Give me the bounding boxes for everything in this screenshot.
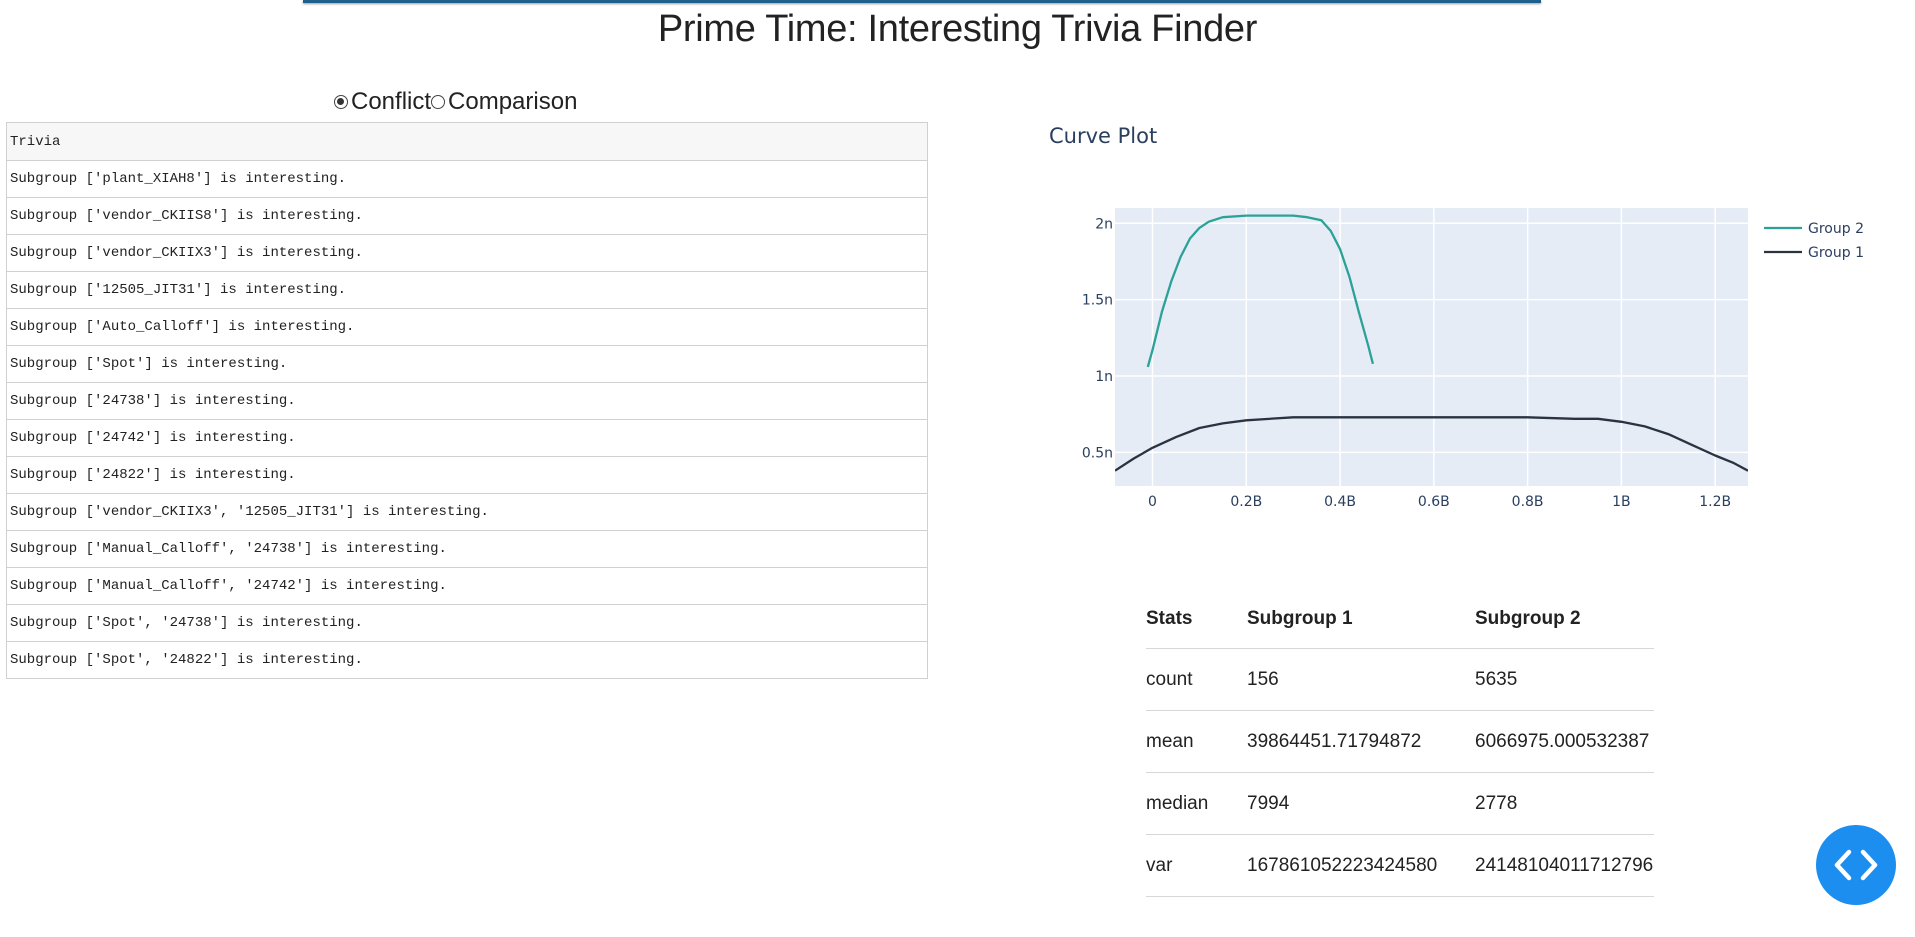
legend-item[interactable]: Group 2 — [1764, 221, 1864, 237]
plot-background[interactable] — [1115, 208, 1748, 486]
trivia-table-body: Subgroup ['plant_XIAH8'] is interesting.… — [6, 160, 928, 679]
stat-value-cell: 6066975.000532387 — [1475, 710, 1654, 773]
x-tick-label: 0.4B — [1324, 494, 1356, 510]
trivia-cell[interactable]: Subgroup ['vendor_CKIIX3'] is interestin… — [6, 234, 928, 272]
x-tick-label: 0.6B — [1418, 494, 1450, 510]
trivia-cell[interactable]: Subgroup ['Auto_Calloff'] is interesting… — [6, 308, 928, 346]
stat-name-cell: count — [1146, 648, 1247, 711]
trivia-row: Subgroup ['24822'] is interesting. — [6, 456, 928, 494]
trivia-cell[interactable]: Subgroup ['Manual_Calloff', '24742'] is … — [6, 567, 928, 605]
stat-value-cell: 7994 — [1247, 772, 1475, 835]
stat-value-cell: 167861052223424580 — [1247, 834, 1475, 897]
trivia-cell[interactable]: Subgroup ['plant_XIAH8'] is interesting. — [6, 160, 928, 198]
trivia-row: Subgroup ['vendor_CKIIS8'] is interestin… — [6, 197, 928, 235]
trivia-cell[interactable]: Subgroup ['Spot', '24738'] is interestin… — [6, 604, 928, 642]
trivia-row: Subgroup ['Spot', '24822'] is interestin… — [6, 641, 928, 679]
trivia-cell[interactable]: Subgroup ['vendor_CKIIS8'] is interestin… — [6, 197, 928, 235]
stats-row-median: median 7994 2778 — [1146, 772, 1654, 835]
legend-label: Group 1 — [1808, 245, 1864, 261]
stats-header-subgroup-2: Subgroup 2 — [1475, 590, 1654, 649]
radio-comparison-label: Comparison — [448, 88, 578, 115]
legend-label: Group 2 — [1808, 221, 1864, 237]
axis-ticks: 0 0.2B 0.4B 0.6B 0.8B 1B 1.2B 0.5n 1n 1.5n 2n — [1082, 216, 1731, 510]
trivia-header-row: Trivia — [6, 122, 928, 161]
stats-row-mean: mean 39864451.71794872 6066975.000532387 — [1146, 710, 1654, 773]
trivia-cell[interactable]: Subgroup ['Manual_Calloff', '24738'] is … — [6, 530, 928, 568]
y-tick-label: 1n — [1095, 369, 1113, 385]
stat-name-cell: var — [1146, 834, 1247, 897]
trivia-row: Subgroup ['vendor_CKIIX3'] is interestin… — [6, 234, 928, 272]
trivia-row: Subgroup ['Manual_Calloff', '24742'] is … — [6, 567, 928, 605]
stats-header-row: Stats Subgroup 1 Subgroup 2 — [1146, 590, 1654, 649]
trivia-row: Subgroup ['12505_JIT31'] is interesting. — [6, 271, 928, 309]
code-toggle-button[interactable] — [1816, 825, 1896, 905]
radio-comparison-indicator[interactable] — [431, 95, 446, 109]
top-accent-bar — [303, 0, 1541, 3]
radio-conflict[interactable]: Conflict — [334, 88, 431, 116]
trivia-cell[interactable]: Subgroup ['24742'] is interesting. — [6, 419, 928, 457]
trivia-row: Subgroup ['24742'] is interesting. — [6, 419, 928, 457]
series-line-group-1[interactable] — [1115, 416, 1748, 472]
trivia-cell[interactable]: Subgroup ['Spot'] is interesting. — [6, 345, 928, 383]
legend-item[interactable]: Group 1 — [1764, 245, 1864, 261]
trivia-row: Subgroup ['plant_XIAH8'] is interesting. — [6, 160, 928, 198]
chart-legend: Group 2 Group 1 — [1764, 221, 1864, 261]
trivia-row: Subgroup ['Spot'] is interesting. — [6, 345, 928, 383]
stats-row-count: count 156 5635 — [1146, 648, 1654, 711]
series-lines — [1115, 214, 1748, 472]
radio-conflict-label: Conflict — [351, 88, 432, 115]
series-line-group-2[interactable] — [1146, 214, 1375, 368]
stats-table-body: count 156 5635 mean 39864451.71794872 6066975… — [1146, 648, 1654, 897]
trivia-row: Subgroup ['Auto_Calloff'] is interesting… — [6, 308, 928, 346]
stat-value-cell: 24148104011712796 — [1475, 834, 1654, 897]
trivia-cell[interactable]: Subgroup ['Spot', '24822'] is interestin… — [6, 641, 928, 679]
x-tick-label: 0.8B — [1512, 494, 1544, 510]
trivia-row: Subgroup ['Manual_Calloff', '24738'] is … — [6, 530, 928, 568]
grid-lines — [1115, 208, 1748, 486]
trivia-row: Subgroup ['24738'] is interesting. — [6, 382, 928, 420]
x-tick-label: 0.2B — [1230, 494, 1262, 510]
stats-header-subgroup-1: Subgroup 1 — [1247, 590, 1475, 649]
chart-title: Curve Plot — [1049, 124, 1157, 148]
y-tick-label: 0.5n — [1082, 445, 1113, 461]
trivia-cell[interactable]: Subgroup ['vendor_CKIIX3', '12505_JIT31'… — [6, 493, 928, 531]
stats-header-stats: Stats — [1146, 590, 1247, 649]
y-tick-label: 1.5n — [1082, 293, 1113, 309]
x-tick-label: 0 — [1148, 494, 1157, 510]
trivia-table: Trivia Subgroup ['plant_XIAH8'] is inter… — [6, 122, 928, 679]
stats-row-var: var 167861052223424580 24148104011712796 — [1146, 834, 1654, 897]
x-tick-label: 1B — [1612, 494, 1631, 510]
x-tick-label: 1.2B — [1699, 494, 1731, 510]
y-tick-label: 2n — [1095, 216, 1113, 232]
radio-comparison[interactable]: Comparison — [431, 88, 577, 116]
stat-name-cell: median — [1146, 772, 1247, 835]
trivia-row: Subgroup ['Spot', '24738'] is interestin… — [6, 604, 928, 642]
stat-value-cell: 156 — [1247, 648, 1475, 711]
curve-plot-chart: Curve Plot 0 0.2B 0.4B 0.6B 0.8B 1B 1.2B 0.5n 1n… — [1049, 124, 1864, 510]
stat-value-cell: 5635 — [1475, 648, 1654, 711]
trivia-cell[interactable]: Subgroup ['24738'] is interesting. — [6, 382, 928, 420]
stats-table: Stats Subgroup 1 Subgroup 2 count 156 5635… — [1146, 590, 1654, 897]
trivia-column-header[interactable]: Trivia — [6, 122, 928, 161]
trivia-cell[interactable]: Subgroup ['12505_JIT31'] is interesting. — [6, 271, 928, 309]
radio-conflict-indicator[interactable] — [334, 95, 348, 109]
code-icon — [1834, 849, 1878, 881]
stat-name-cell: mean — [1146, 710, 1247, 773]
page-title: Prime Time: Interesting Trivia Finder — [657, 8, 1258, 50]
mode-radio-group: Conflict Comparison — [334, 86, 577, 118]
trivia-row: Subgroup ['vendor_CKIIX3', '12505_JIT31'… — [6, 493, 928, 531]
trivia-cell[interactable]: Subgroup ['24822'] is interesting. — [6, 456, 928, 494]
stat-value-cell: 2778 — [1475, 772, 1654, 835]
stat-value-cell: 39864451.71794872 — [1247, 710, 1475, 773]
